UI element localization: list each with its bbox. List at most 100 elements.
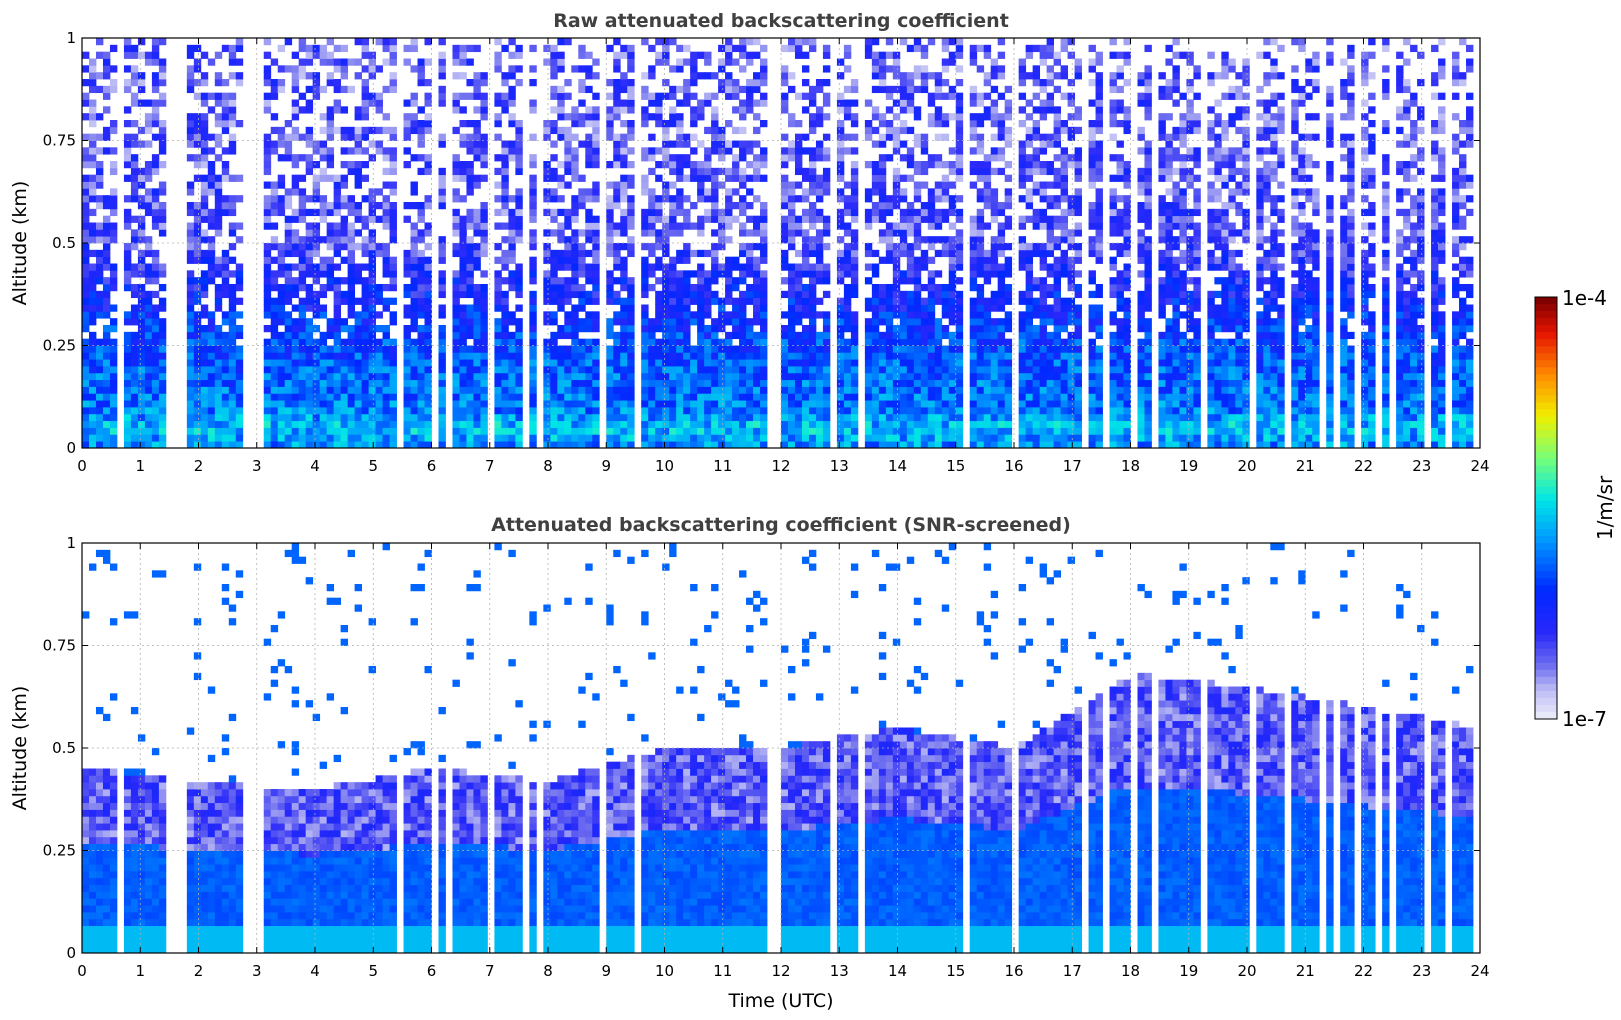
heatmap-cell: [480, 202, 488, 210]
heatmap-cell: [494, 167, 502, 176]
heatmap-cell: [214, 51, 223, 59]
heatmap-cell: [347, 147, 356, 155]
heatmap-cell: [669, 366, 677, 374]
heatmap-cell: [718, 393, 726, 401]
heatmap-cell: [326, 147, 335, 155]
heatmap-cell: [836, 99, 845, 107]
heatmap-cell: [843, 270, 852, 278]
heatmap-cell: [361, 147, 369, 155]
heatmap-cell: [850, 386, 859, 394]
heatmap-cell: [781, 256, 789, 264]
heatmap-cell: [878, 85, 887, 94]
heatmap-cell: [983, 44, 992, 53]
heatmap-cell: [690, 434, 698, 442]
heatmap-cell: [613, 195, 621, 203]
heatmap-cell: [920, 202, 929, 210]
heatmap-cell: [193, 325, 202, 333]
heatmap-cell: [291, 188, 300, 196]
heatmap-cell: [473, 263, 481, 271]
heatmap-cell: [655, 51, 663, 59]
heatmap-cell: [144, 331, 153, 340]
heatmap-cell: [557, 195, 565, 203]
heatmap-cell: [892, 126, 901, 135]
heatmap-cell: [340, 420, 349, 428]
heatmap-cell: [725, 297, 733, 305]
heatmap-cell: [368, 372, 376, 381]
heatmap-cell: [990, 58, 999, 66]
heatmap-cell: [200, 352, 209, 360]
heatmap-cell: [704, 379, 712, 387]
heatmap-cell: [1018, 366, 1027, 374]
heatmap-cell: [787, 413, 796, 422]
heatmap-cell: [781, 400, 789, 408]
heatmap-cell: [850, 236, 859, 244]
heatmap-cell: [969, 372, 978, 381]
heatmap-cell: [592, 297, 600, 305]
heatmap-cell: [983, 441, 992, 449]
heatmap-cell: [955, 441, 964, 449]
heatmap-cell: [655, 106, 663, 114]
heatmap-cell: [871, 311, 880, 319]
heatmap-cell: [340, 44, 349, 53]
heatmap-cell: [871, 181, 880, 189]
heatmap-cell: [718, 434, 726, 442]
heatmap-cell: [501, 249, 509, 258]
heatmap-cell: [459, 359, 467, 367]
heatmap-cell: [417, 359, 425, 367]
heatmap-cell: [662, 263, 670, 271]
heatmap-cell: [585, 72, 593, 80]
heatmap-cell: [641, 434, 649, 442]
heatmap-cell: [333, 297, 342, 305]
heatmap-cell: [480, 372, 488, 381]
heatmap-cell: [913, 420, 922, 428]
heatmap-cell: [130, 167, 139, 176]
heatmap-cell: [312, 304, 321, 312]
heatmap-cell: [955, 106, 964, 114]
heatmap-cell: [739, 270, 747, 278]
heatmap-cell: [787, 277, 796, 285]
heatmap-cell: [305, 133, 314, 141]
heatmap-cell: [760, 256, 768, 264]
heatmap-cell: [354, 441, 362, 449]
heatmap-cell: [333, 126, 342, 135]
heatmap-cell: [200, 99, 209, 107]
heatmap-cell: [571, 167, 579, 176]
heatmap-cell: [466, 427, 474, 435]
heatmap-cell: [983, 174, 992, 182]
heatmap-cell: [277, 413, 286, 422]
heatmap-cell: [235, 263, 244, 271]
heatmap-cell: [550, 400, 558, 408]
heatmap-cell: [515, 154, 523, 162]
heatmap-cell: [193, 229, 202, 237]
heatmap-cell: [592, 236, 600, 244]
heatmap-cell: [284, 140, 293, 148]
heatmap-cell: [543, 174, 551, 182]
heatmap-cell: [627, 202, 635, 210]
heatmap-cell: [704, 215, 712, 223]
heatmap-cell: [284, 263, 293, 271]
heatmap-cell: [151, 99, 160, 107]
heatmap-cell: [543, 311, 551, 319]
heatmap-cell: [312, 338, 321, 346]
heatmap-cell: [186, 413, 195, 422]
heatmap-cell: [787, 372, 796, 381]
heatmap-cell: [473, 215, 481, 223]
heatmap-cell: [403, 215, 411, 223]
heatmap-cell: [144, 400, 153, 408]
heatmap-cell: [102, 284, 111, 292]
heatmap-cell: [263, 154, 272, 162]
heatmap-cell: [941, 304, 950, 312]
heatmap-cell: [1018, 413, 1027, 422]
heatmap-cell: [123, 174, 132, 182]
heatmap-cell: [613, 154, 621, 162]
heatmap-cell: [648, 99, 656, 107]
heatmap-cell: [298, 400, 307, 408]
heatmap-cell: [1004, 263, 1013, 271]
heatmap-cell: [850, 270, 859, 278]
heatmap-cell: [417, 133, 425, 141]
heatmap-cell: [613, 297, 621, 305]
heatmap-cell: [760, 290, 768, 299]
heatmap-cell: [983, 325, 992, 333]
heatmap-cell: [95, 174, 104, 182]
heatmap-cell: [822, 65, 831, 73]
